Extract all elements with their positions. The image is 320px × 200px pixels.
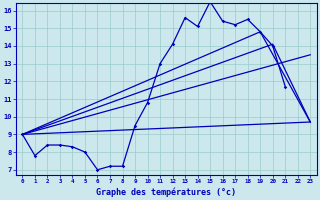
X-axis label: Graphe des températures (°c): Graphe des températures (°c)	[96, 187, 236, 197]
